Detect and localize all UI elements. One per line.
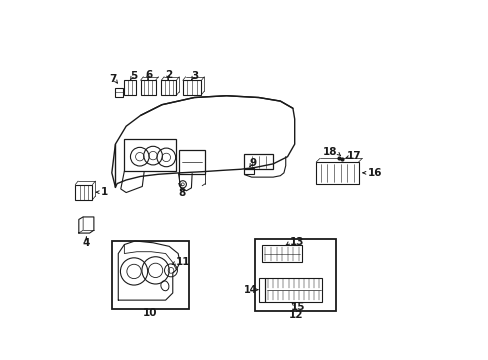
Text: 18: 18: [323, 147, 337, 157]
Text: 13: 13: [289, 237, 303, 247]
Bar: [75, 185, 92, 200]
Text: 17: 17: [346, 150, 361, 161]
Text: 7: 7: [109, 74, 116, 84]
Bar: [244, 154, 273, 169]
Bar: [265, 278, 321, 302]
Bar: [112, 241, 188, 309]
Text: 14: 14: [244, 285, 257, 295]
Bar: [183, 80, 201, 95]
Text: 12: 12: [288, 310, 303, 320]
Text: 15: 15: [290, 302, 304, 312]
Bar: [115, 88, 122, 97]
Text: 5: 5: [130, 71, 138, 81]
Bar: [124, 139, 176, 171]
Bar: [244, 168, 253, 174]
Bar: [178, 150, 205, 174]
Text: 9: 9: [249, 158, 256, 168]
Text: 6: 6: [145, 70, 153, 80]
Text: 4: 4: [82, 238, 90, 248]
Bar: [316, 162, 358, 184]
Bar: [124, 80, 136, 95]
Bar: [161, 80, 176, 95]
Text: 3: 3: [191, 71, 199, 81]
Text: 10: 10: [142, 309, 157, 318]
Text: 2: 2: [165, 70, 172, 80]
Text: 16: 16: [367, 168, 381, 178]
Bar: [258, 278, 264, 302]
Text: 8: 8: [178, 188, 185, 198]
Bar: [255, 239, 335, 311]
Text: 11: 11: [175, 257, 190, 267]
Bar: [262, 245, 301, 262]
Text: 1: 1: [100, 187, 107, 197]
Bar: [140, 80, 155, 95]
